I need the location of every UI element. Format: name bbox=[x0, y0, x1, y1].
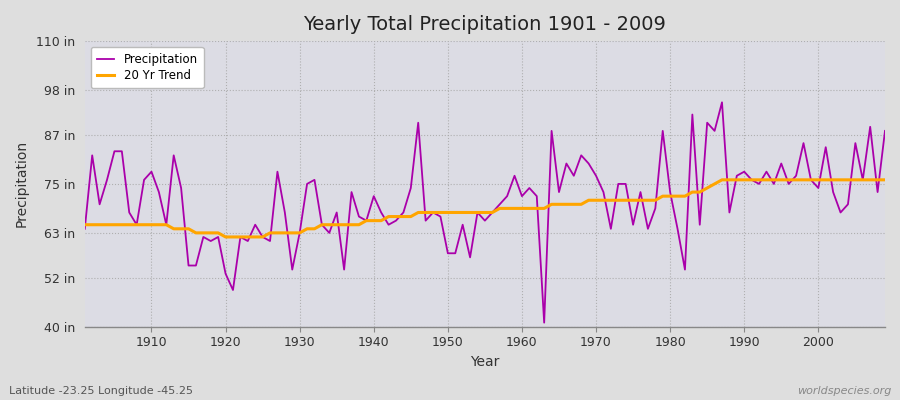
20 Yr Trend bbox=[354, 222, 364, 227]
20 Yr Trend bbox=[613, 198, 624, 203]
Text: Latitude -23.25 Longitude -45.25: Latitude -23.25 Longitude -45.25 bbox=[9, 386, 193, 396]
Line: Precipitation: Precipitation bbox=[85, 102, 885, 323]
20 Yr Trend bbox=[716, 178, 727, 182]
Precipitation bbox=[346, 190, 357, 194]
Precipitation bbox=[509, 173, 520, 178]
Title: Yearly Total Precipitation 1901 - 2009: Yearly Total Precipitation 1901 - 2009 bbox=[303, 15, 666, 34]
Precipitation bbox=[79, 226, 90, 231]
Precipitation bbox=[539, 320, 550, 325]
20 Yr Trend bbox=[524, 206, 535, 211]
20 Yr Trend bbox=[79, 222, 90, 227]
Y-axis label: Precipitation: Precipitation bbox=[15, 140, 29, 228]
Precipitation bbox=[613, 182, 624, 186]
20 Yr Trend bbox=[139, 222, 149, 227]
20 Yr Trend bbox=[517, 206, 527, 211]
Precipitation bbox=[302, 182, 312, 186]
Text: worldspecies.org: worldspecies.org bbox=[796, 386, 891, 396]
Legend: Precipitation, 20 Yr Trend: Precipitation, 20 Yr Trend bbox=[91, 47, 203, 88]
Precipitation bbox=[716, 100, 727, 105]
Precipitation bbox=[139, 178, 149, 182]
Precipitation bbox=[879, 128, 890, 133]
Line: 20 Yr Trend: 20 Yr Trend bbox=[85, 180, 885, 237]
Precipitation bbox=[517, 194, 527, 198]
X-axis label: Year: Year bbox=[470, 355, 500, 369]
20 Yr Trend bbox=[220, 234, 231, 239]
20 Yr Trend bbox=[879, 178, 890, 182]
20 Yr Trend bbox=[309, 226, 320, 231]
